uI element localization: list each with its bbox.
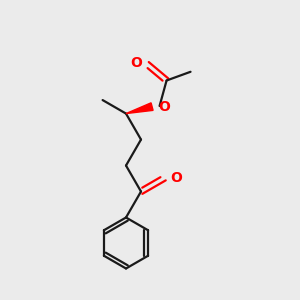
Text: O: O [130,56,142,70]
Polygon shape [126,103,153,114]
Text: O: O [170,171,182,185]
Text: O: O [159,100,171,114]
